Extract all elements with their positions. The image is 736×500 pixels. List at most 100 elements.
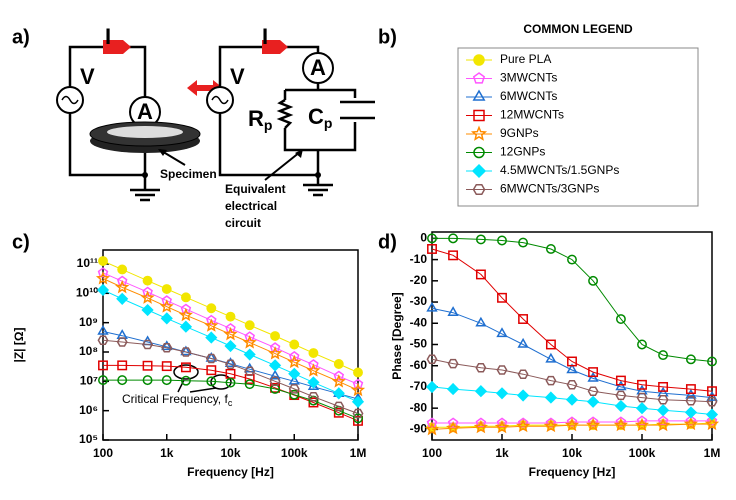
right-circuit: I V A Rp Cp Equivalent electrical circui… [206, 24, 375, 230]
legend-label: Pure PLA [500, 52, 551, 66]
data-point [268, 359, 282, 372]
data-point [206, 365, 217, 376]
data-point [685, 395, 697, 406]
data-point [545, 339, 556, 350]
capacitor [340, 100, 375, 120]
data-point [564, 417, 580, 432]
x-tick-label: 1M [704, 446, 721, 460]
data-point [97, 335, 109, 346]
y-tick-label: 10¹¹ [77, 256, 98, 270]
data-point [353, 413, 363, 424]
data-point [545, 375, 557, 386]
current-arrow [262, 40, 288, 54]
y-tick-label: -80 [410, 400, 428, 414]
data-point [447, 306, 459, 316]
legend-marker [470, 125, 488, 141]
data-point [223, 326, 238, 341]
legend-label: 3MWCNTs [500, 71, 557, 85]
node [142, 172, 148, 178]
data-point [658, 350, 669, 361]
pointer [264, 151, 301, 181]
data-point [448, 233, 459, 244]
data-point [475, 363, 487, 373]
legend-label: 4.5MWCNTs/1.5GNPs [500, 163, 619, 177]
data-point [474, 385, 488, 398]
data-point [204, 318, 219, 332]
electrode [107, 126, 183, 138]
data-point [656, 404, 670, 417]
legend-marker [473, 54, 485, 66]
capacitor-symbol: C [308, 104, 324, 129]
data-point [142, 275, 153, 286]
data-point [140, 290, 155, 304]
resistor-symbol: R [248, 106, 264, 131]
y-tick-label: 0 [420, 231, 427, 245]
data-point [269, 342, 281, 353]
y-tick-label: -60 [410, 358, 428, 372]
data-point [225, 322, 236, 334]
data-point [142, 286, 153, 297]
data-point [588, 367, 599, 378]
series-line [103, 364, 359, 422]
x-tick-label: 10k [562, 446, 582, 460]
capacitor-subscript: p [324, 115, 333, 131]
data-point [448, 250, 459, 261]
data-point [160, 312, 173, 325]
node [315, 172, 321, 178]
series-line [102, 278, 359, 391]
data-point [544, 391, 558, 404]
data-point [142, 360, 153, 371]
x-tick-label: 1k [160, 446, 174, 460]
data-point [95, 271, 111, 285]
series-line [432, 237, 713, 362]
data-point [270, 331, 281, 341]
data-point [308, 348, 319, 359]
data-point [333, 401, 345, 412]
data-point [161, 340, 173, 351]
data-point [446, 420, 461, 435]
data-point [206, 314, 217, 325]
data-point [497, 235, 507, 246]
data-point [475, 234, 486, 245]
data-point [424, 421, 440, 436]
data-point [307, 376, 320, 389]
voltage-label: V [80, 64, 95, 89]
data-point [289, 350, 300, 362]
data-point [97, 267, 109, 278]
highlight [210, 374, 232, 390]
y-tick-label: -50 [410, 337, 428, 351]
data-point [205, 353, 217, 364]
data-point [658, 381, 669, 392]
data-point [180, 303, 192, 314]
data-point [333, 359, 344, 369]
data-point [206, 303, 217, 314]
data-point [565, 393, 579, 406]
data-point [657, 386, 669, 397]
data-point [614, 399, 628, 413]
ammeter-label: A [137, 99, 153, 124]
data-point [707, 356, 717, 367]
data-point [518, 237, 529, 248]
data-point [588, 275, 599, 286]
data-point [331, 374, 346, 388]
data-point [475, 269, 486, 280]
data-point [161, 361, 172, 372]
data-point [179, 320, 193, 333]
legend-marker [472, 183, 486, 196]
data-point [98, 375, 108, 386]
plot-area [95, 256, 366, 426]
data-point [333, 370, 345, 381]
data-point [288, 367, 301, 380]
data-point [350, 382, 366, 397]
data-point [244, 320, 255, 331]
resistor [276, 98, 294, 129]
series-line [102, 339, 359, 414]
data-point [242, 335, 257, 349]
series-line [431, 248, 713, 392]
data-point [516, 418, 531, 433]
y-tick-label: -20 [410, 273, 428, 287]
data-point [446, 382, 460, 396]
data-point [116, 337, 128, 347]
data-point [178, 307, 193, 322]
series-line [431, 307, 713, 399]
